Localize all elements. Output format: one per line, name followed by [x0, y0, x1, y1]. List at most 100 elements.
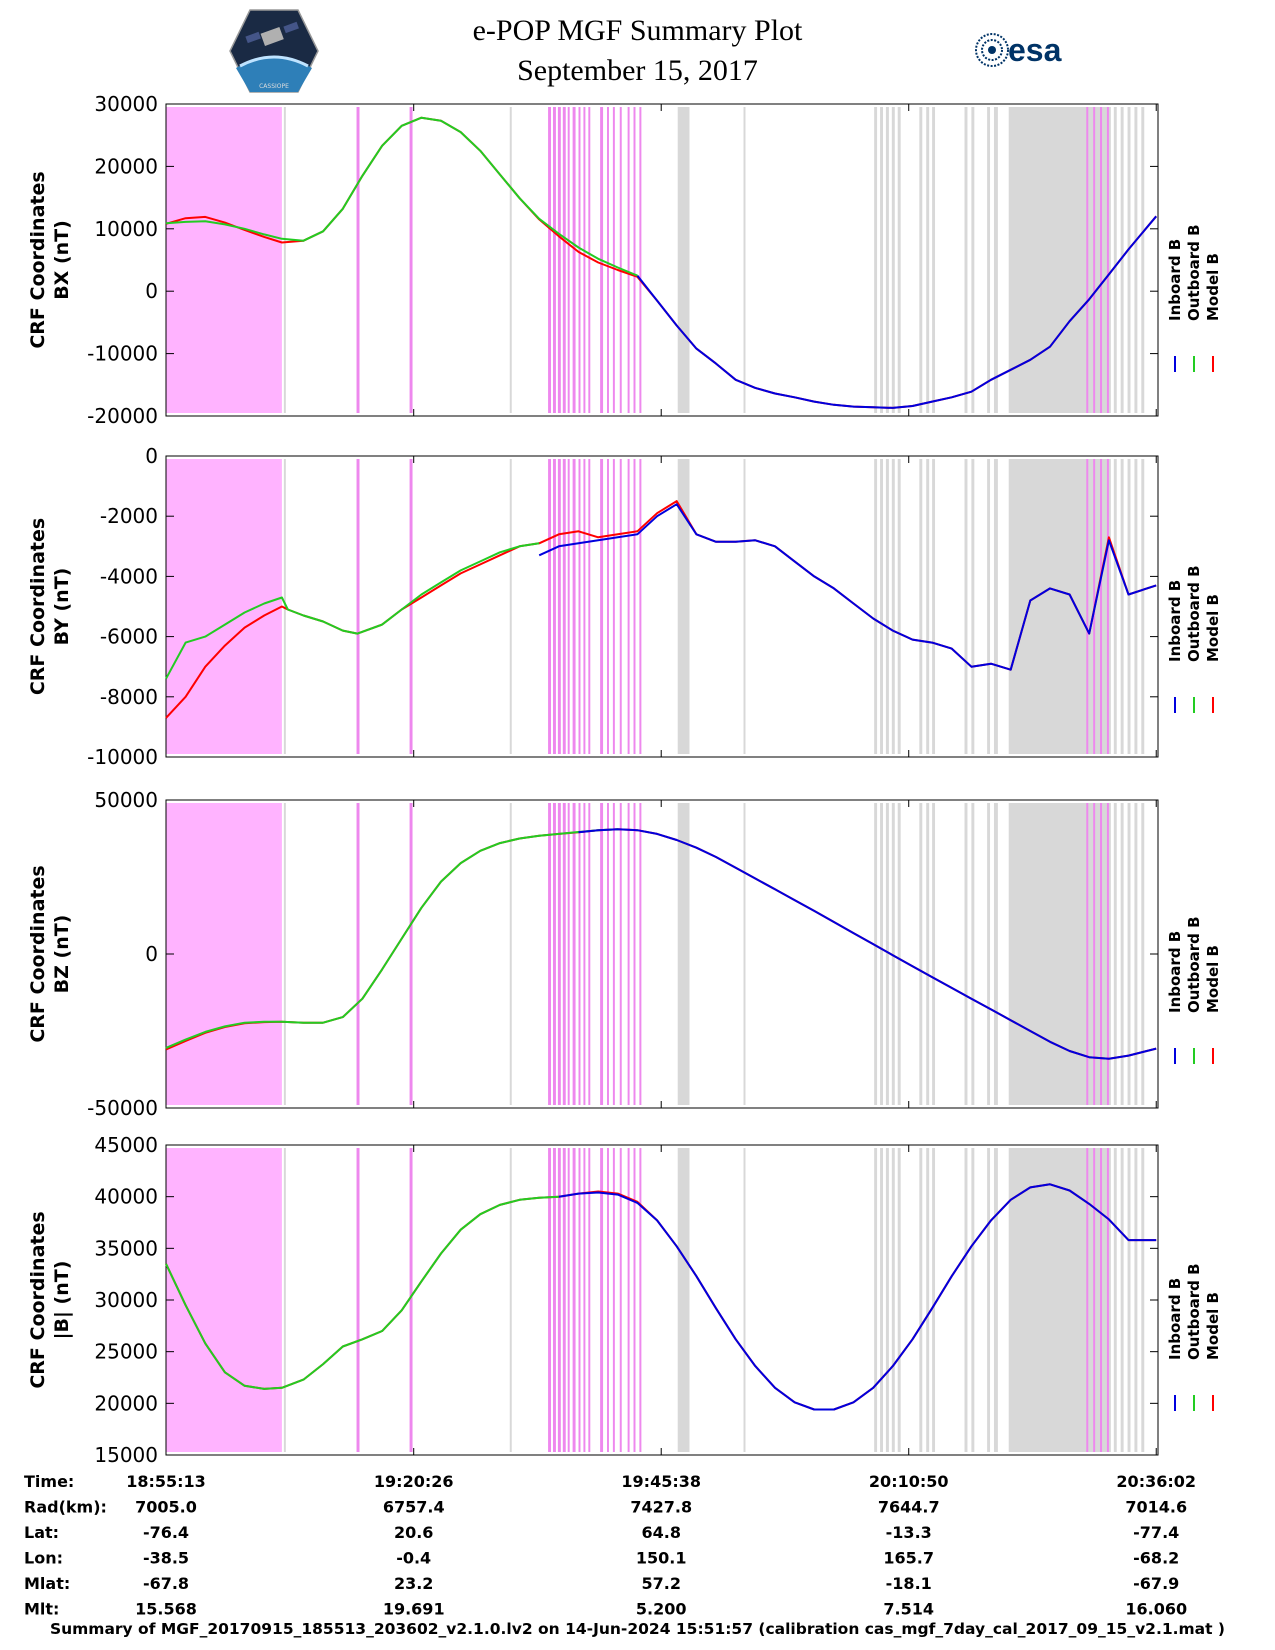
gray-band [1113, 1148, 1117, 1452]
y-axis-label-line: CRF Coordinates [27, 1211, 49, 1388]
legend-label: Inboard B [1166, 1278, 1184, 1360]
gray-band [283, 459, 286, 754]
magenta-band [606, 803, 609, 1105]
magenta-band [619, 459, 622, 754]
magenta-band [409, 803, 413, 1105]
magenta-band [600, 803, 604, 1105]
magenta-band [552, 1148, 556, 1452]
legend-label: Outboard B [1185, 1263, 1203, 1360]
magenta-band [619, 803, 622, 1105]
gray-band [971, 1148, 975, 1452]
info-cell: -76.4 [143, 1523, 189, 1542]
gray-band [987, 803, 991, 1105]
magenta-band [588, 803, 591, 1105]
info-row-label: Lon: [24, 1549, 63, 1568]
gray-band [1134, 459, 1138, 754]
gray-band [891, 107, 895, 413]
panel-2: 0 -2000 -4000 -6000 -8000 -10000 CRF Coordinat… [27, 444, 1222, 769]
y-tick-label: -10000 [87, 745, 158, 769]
magenta-band [1093, 803, 1096, 1105]
series-inboard-b [538, 503, 1157, 671]
series-outboard-b [165, 542, 540, 680]
info-cell: 20.6 [394, 1523, 433, 1542]
magenta-band [567, 107, 570, 413]
y-tick-label: 30000 [94, 92, 158, 116]
magenta-band [572, 1148, 576, 1452]
y-tick-label: 10000 [94, 217, 158, 241]
info-cell: 165.7 [883, 1549, 934, 1568]
gray-band [874, 459, 878, 754]
legend-label: Inboard B [1166, 931, 1184, 1013]
gray-band [964, 459, 968, 754]
panel-1: 30000 20000 10000 0 -10000 -20000 CRF Coordina… [27, 92, 1222, 428]
gray-band [1134, 107, 1138, 413]
mission-logo-text: CASSIOPE [259, 83, 289, 90]
series-outboard-b [165, 116, 638, 277]
gray-band [964, 107, 968, 413]
y-tick-label: 20000 [94, 154, 158, 178]
gray-band [1120, 1148, 1124, 1452]
magenta-band [600, 1148, 604, 1452]
magenta-band [639, 107, 642, 413]
gray-band [509, 803, 512, 1105]
magenta-band [583, 803, 586, 1105]
esa-logo: esa [975, 32, 1062, 68]
gray-band [1113, 107, 1117, 413]
magenta-band [588, 459, 591, 754]
magenta-band [612, 803, 615, 1105]
magenta-band [562, 803, 566, 1105]
legend-label: Inboard B [1166, 239, 1184, 321]
gray-band [964, 1148, 968, 1452]
y-axis-label: CRF Coordinates |B| (nT) [27, 1211, 73, 1388]
y-axis-label-line: CRF Coordinates [27, 171, 49, 348]
plot-date: September 15, 2017 [517, 54, 758, 87]
y-axis-label-line: BZ (nT) [51, 915, 73, 994]
info-row-label: Rad(km): [24, 1498, 107, 1517]
magenta-band [409, 107, 413, 413]
gray-band [677, 107, 690, 413]
gray-band [1141, 803, 1145, 1105]
legend-label: Outboard B [1185, 565, 1203, 662]
gray-band [993, 459, 998, 754]
gray-band [885, 107, 889, 413]
magenta-band [606, 1148, 609, 1452]
gray-band [971, 107, 975, 413]
info-cell: -67.8 [143, 1574, 189, 1593]
series-outboard-b [165, 828, 618, 1049]
gray-band [743, 1148, 746, 1452]
gray-band [1127, 803, 1131, 1105]
gray-band [743, 107, 746, 413]
magenta-band [548, 459, 552, 754]
gray-band [987, 1148, 991, 1452]
magenta-band [548, 803, 552, 1105]
magenta-band [557, 803, 561, 1105]
series-outboard-b [165, 1195, 559, 1390]
gray-band [987, 107, 991, 413]
magenta-band [562, 107, 566, 413]
gray-band [509, 1148, 512, 1452]
gray-band [919, 803, 923, 1105]
magenta-band [578, 107, 581, 413]
series-inboard-b [636, 215, 1157, 409]
gray-band [987, 459, 991, 754]
y-tick-label: 0 [145, 942, 158, 966]
magenta-band [1100, 803, 1103, 1105]
legend-label: Inboard B [1166, 580, 1184, 662]
magenta-band [600, 459, 604, 754]
axes-box [165, 455, 1159, 758]
gray-band [897, 803, 901, 1105]
info-cell: 7427.8 [630, 1498, 692, 1517]
gray-band [964, 803, 968, 1105]
magenta-band [572, 803, 576, 1105]
gray-band [932, 107, 936, 413]
info-cell: 20:10:50 [869, 1472, 949, 1491]
series-model-b [165, 1183, 1157, 1411]
gray-band [1113, 803, 1117, 1105]
magenta-band [567, 1148, 570, 1452]
magenta-band [1093, 107, 1096, 413]
info-cell: 19.691 [383, 1600, 445, 1616]
info-row-label: Time: [24, 1472, 74, 1491]
magenta-band [557, 1148, 561, 1452]
gray-band [926, 803, 930, 1105]
